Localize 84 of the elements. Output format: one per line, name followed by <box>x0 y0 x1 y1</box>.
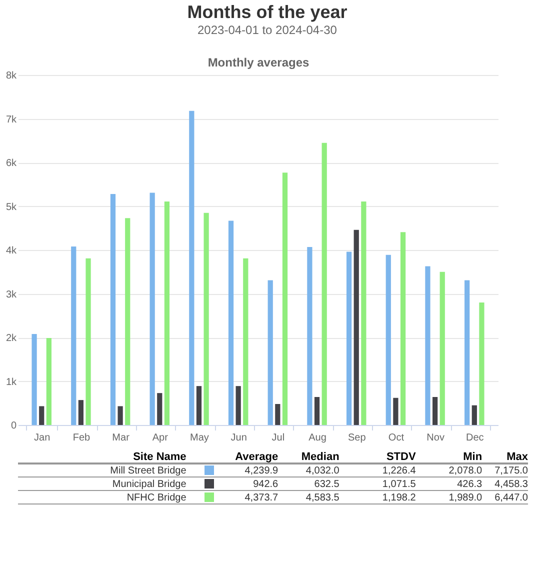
x-tick-label: Mar <box>112 432 130 444</box>
y-tick-label: 4k <box>6 246 18 256</box>
x-tick-label: Apr <box>152 432 169 444</box>
bar <box>346 252 352 425</box>
y-tick-label: 7k <box>6 114 18 126</box>
bar <box>386 254 391 425</box>
bar <box>314 397 320 425</box>
bar <box>110 194 116 425</box>
bar <box>157 393 162 425</box>
legend-label: Mill Street Bridge <box>110 465 187 476</box>
bar <box>236 386 241 425</box>
text: 4,239.9 <box>244 465 279 476</box>
text: Median <box>301 450 340 463</box>
bar <box>440 272 445 425</box>
bar <box>78 400 84 425</box>
text: 4,373.7 <box>244 492 279 504</box>
text: 2,078.0 <box>448 465 483 476</box>
bar <box>164 201 170 425</box>
bar <box>361 201 366 425</box>
text: 1,226.4 <box>382 465 416 476</box>
bar <box>282 172 288 425</box>
x-tick-label: Feb <box>72 432 91 444</box>
text: Max <box>506 450 529 463</box>
bar <box>32 334 37 425</box>
legend-label: Municipal Bridge <box>112 478 187 490</box>
x-tick-label: Sep <box>348 432 366 444</box>
bar <box>46 338 52 425</box>
text: 4,583.5 <box>306 492 340 504</box>
bar <box>425 266 430 425</box>
text: 4,032.0 <box>306 465 340 476</box>
text: 1,198.2 <box>382 492 416 504</box>
bar <box>228 220 234 425</box>
bar <box>479 302 484 425</box>
bar <box>189 110 194 425</box>
x-tick-label: Aug <box>308 432 326 444</box>
y-tick-label: 2k <box>6 333 18 344</box>
bar <box>400 232 406 425</box>
bar <box>322 142 327 425</box>
bar <box>464 280 470 425</box>
bar <box>71 246 76 425</box>
y-tick-label: 1k <box>6 376 18 388</box>
bar <box>86 258 91 425</box>
y-tick-label: 8k <box>6 70 18 82</box>
text: 6,447.0 <box>494 492 528 504</box>
bar <box>39 406 44 425</box>
bar <box>204 212 209 425</box>
y-axis-title: Monthly averages <box>208 56 310 70</box>
y-tick-label: 3k <box>6 289 18 300</box>
x-tick-label: Nov <box>426 432 444 444</box>
legend-label: NFHC Bridge <box>126 492 187 504</box>
x-tick-label: Jul <box>272 432 285 444</box>
y-tick-label: 6k <box>6 158 18 169</box>
x-tick-label: Jun <box>230 432 247 444</box>
text: 1,071.5 <box>382 478 416 490</box>
text: 7,175.0 <box>494 465 528 476</box>
bar <box>150 192 155 425</box>
text: 1,989.0 <box>448 492 483 504</box>
bar <box>118 406 123 425</box>
text: 632.5 <box>314 478 340 490</box>
bar <box>125 218 130 425</box>
x-tick-label: Dec <box>466 432 484 444</box>
bar <box>196 386 202 425</box>
x-tick-label: May <box>190 432 209 444</box>
text: STDV <box>386 450 416 463</box>
text: Average <box>235 450 278 463</box>
x-tick-label: Jan <box>34 432 50 444</box>
x-tick-label: Oct <box>388 432 404 444</box>
y-tick-label: 0 <box>10 420 17 432</box>
bar <box>472 405 477 425</box>
bar <box>307 246 312 425</box>
chart-subtitle: 2023-04-01 to 2024-04-30 <box>197 23 338 37</box>
bar <box>243 258 248 425</box>
text: Min <box>463 450 482 463</box>
text: 426.3 <box>457 478 483 490</box>
text: 4,458.3 <box>494 478 528 490</box>
bar <box>393 398 398 425</box>
text: 942.6 <box>253 478 279 490</box>
y-tick-label: 5k <box>6 202 18 213</box>
bar <box>268 280 273 425</box>
bar <box>432 397 438 425</box>
text: Site Name <box>133 450 186 463</box>
bar <box>275 404 280 425</box>
bar <box>354 230 359 425</box>
chart-title: Months of the year <box>187 2 348 22</box>
